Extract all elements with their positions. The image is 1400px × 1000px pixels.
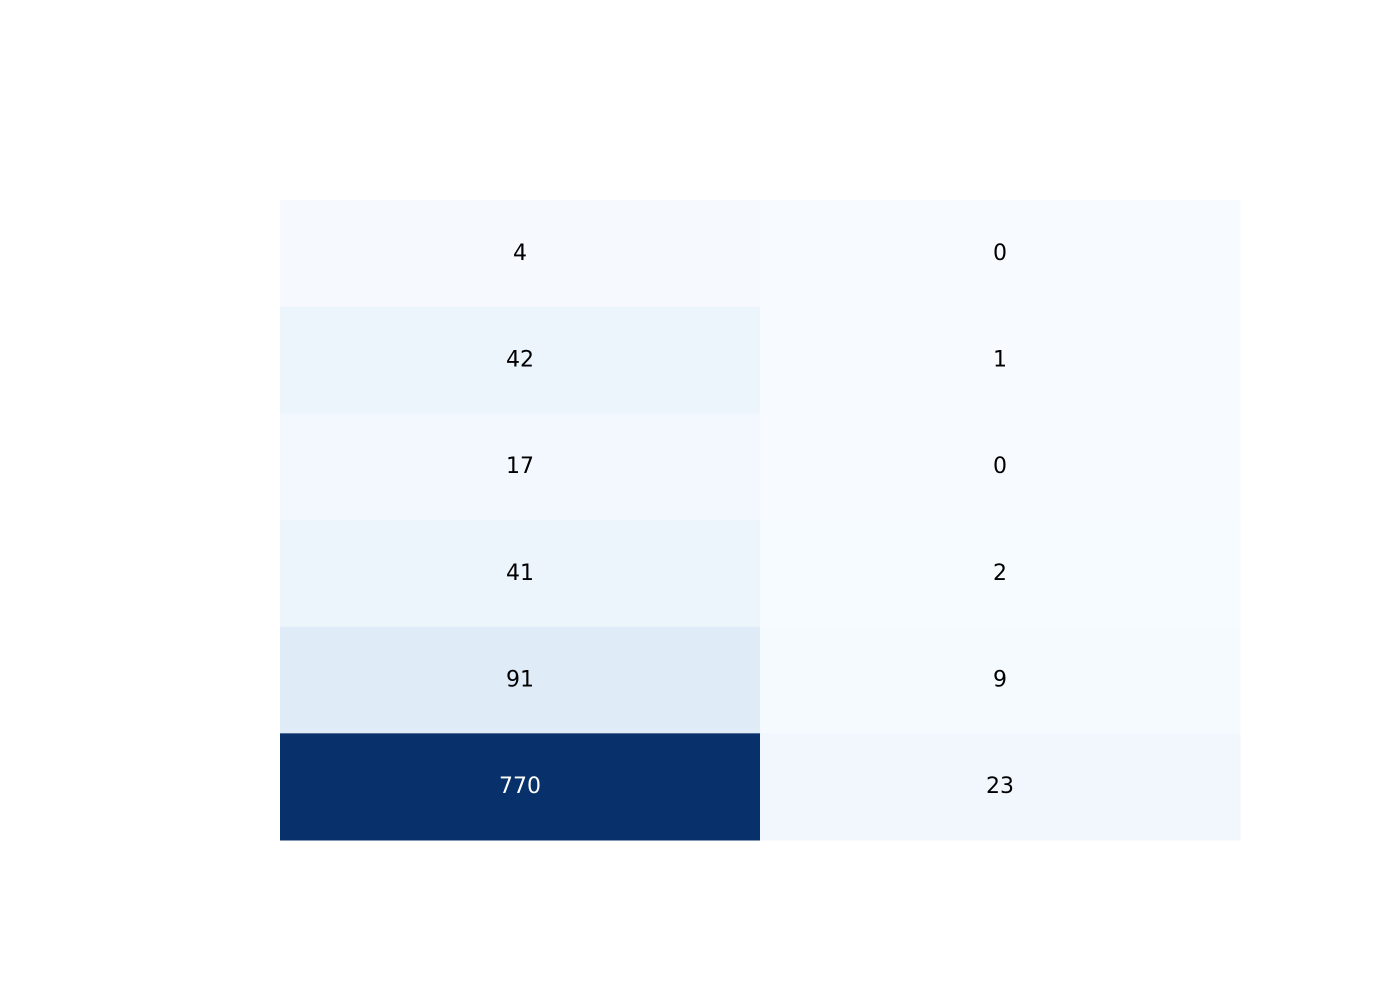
heatmap-cell-r4-c1 bbox=[280, 520, 761, 628]
heatmap-cell-r4-c2 bbox=[760, 520, 1241, 628]
heatmap-cell-label-r1-c1: 4 bbox=[513, 241, 527, 266]
heatmap-cell-label-r5-c1: 91 bbox=[506, 668, 534, 693]
heatmap-cell-label-r1-c2: 0 bbox=[993, 241, 1007, 266]
heatmap-cell-label-r4-c1: 41 bbox=[506, 561, 534, 586]
heatmap-cell-label-r4-c2: 2 bbox=[993, 561, 1007, 586]
heatmap-labels: 4 0 42 1 17 0 41 2 91 9 770 23 bbox=[499, 241, 1014, 799]
heatmap-cell-label-r2-c2: 1 bbox=[993, 348, 1007, 373]
heatmap-cell-r5-c1 bbox=[280, 626, 761, 734]
heatmap-cell-r5-c2 bbox=[760, 626, 1241, 734]
heatmap-cell-label-r5-c2: 9 bbox=[993, 668, 1007, 693]
heatmap-cell-r2-c2 bbox=[760, 306, 1241, 414]
heatmap-cell-label-r6-c2: 23 bbox=[986, 774, 1014, 799]
heatmap-cell-r3-c1 bbox=[280, 413, 761, 521]
heatmap-cell-r1-c2 bbox=[760, 200, 1241, 308]
heatmap-cell-r6-c1 bbox=[280, 733, 761, 841]
heatmap-cell-r1-c1 bbox=[280, 200, 761, 308]
heatmap-cell-label-r3-c1: 17 bbox=[506, 454, 534, 479]
heatmap-cell-label-r3-c2: 0 bbox=[993, 454, 1007, 479]
heatmap-cell-label-r6-c1: 770 bbox=[499, 774, 541, 799]
heatmap-cell-r6-c2 bbox=[760, 733, 1241, 841]
heatmap-cell-label-r2-c1: 42 bbox=[506, 348, 534, 373]
heatmap-cell-r2-c1 bbox=[280, 306, 761, 414]
heatmap-cell-r3-c2 bbox=[760, 413, 1241, 521]
heatmap-cells bbox=[280, 200, 1241, 841]
